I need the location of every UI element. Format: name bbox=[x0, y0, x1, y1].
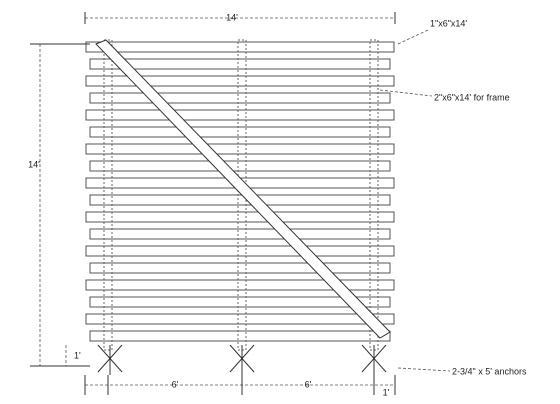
board bbox=[89, 296, 391, 308]
callout: 2-3/4" x 5' anchors bbox=[452, 366, 527, 376]
dimension-label: 14' bbox=[28, 159, 40, 169]
board bbox=[85, 75, 395, 87]
leader bbox=[397, 367, 451, 372]
callout: 1"x6"x14' bbox=[430, 18, 467, 28]
dimension-label: 6' bbox=[305, 379, 312, 389]
diagonal-brace bbox=[95, 39, 391, 339]
board bbox=[89, 262, 391, 274]
dimension-label: 1' bbox=[74, 350, 81, 360]
board bbox=[85, 313, 395, 325]
board bbox=[89, 58, 391, 70]
board bbox=[89, 330, 391, 342]
board bbox=[89, 126, 391, 138]
post bbox=[103, 39, 113, 351]
dimension-label: 14' bbox=[226, 12, 238, 22]
callout: 2"x6"x14' for frame bbox=[434, 92, 510, 102]
board bbox=[89, 228, 391, 240]
board bbox=[89, 92, 391, 104]
board bbox=[89, 160, 391, 172]
dimension-label: 6' bbox=[172, 379, 179, 389]
board bbox=[85, 143, 395, 155]
board bbox=[85, 41, 395, 53]
leader bbox=[397, 29, 429, 45]
anchors bbox=[97, 344, 387, 375]
board bbox=[85, 109, 395, 121]
board bbox=[85, 279, 395, 291]
board bbox=[89, 194, 391, 206]
leader bbox=[379, 89, 433, 97]
dimension-label: 1' bbox=[383, 387, 390, 397]
board bbox=[85, 245, 395, 257]
board bbox=[85, 211, 395, 223]
